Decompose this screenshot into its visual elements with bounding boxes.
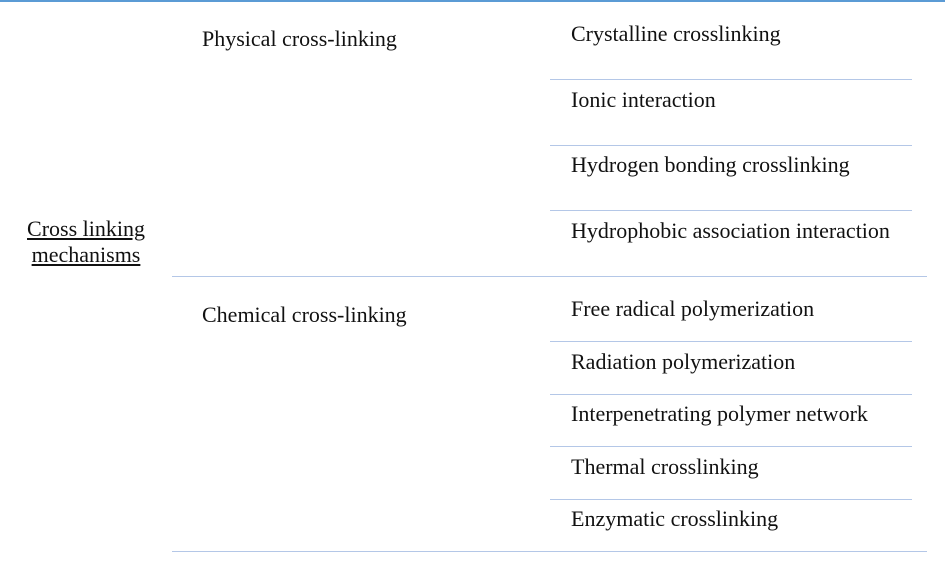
row-divider bbox=[550, 341, 912, 342]
row-divider bbox=[550, 210, 912, 211]
item: Ionic interaction bbox=[571, 87, 716, 112]
group-label: Chemical cross-linking bbox=[202, 302, 407, 327]
item: Radiation polymerization bbox=[571, 349, 796, 374]
bottom-border bbox=[172, 551, 927, 552]
group-divider bbox=[172, 276, 927, 277]
row-divider bbox=[550, 446, 912, 447]
top-border bbox=[0, 0, 945, 2]
item: Crystalline crosslinking bbox=[571, 21, 781, 46]
item: Hydrophobic association interaction bbox=[571, 218, 890, 243]
row-divider bbox=[550, 79, 912, 80]
row-divider bbox=[550, 394, 912, 395]
row-divider bbox=[550, 145, 912, 146]
group-label: Physical cross-linking bbox=[202, 26, 397, 51]
item: Enzymatic crosslinking bbox=[571, 506, 779, 531]
root-label: Cross linking mechanisms bbox=[27, 216, 145, 267]
row-divider bbox=[550, 499, 912, 500]
item: Hydrogen bonding crosslinking bbox=[571, 152, 850, 177]
item: Interpenetrating polymer network bbox=[571, 401, 868, 426]
item: Thermal crosslinking bbox=[571, 454, 759, 479]
item: Free radical polymerization bbox=[571, 296, 815, 321]
